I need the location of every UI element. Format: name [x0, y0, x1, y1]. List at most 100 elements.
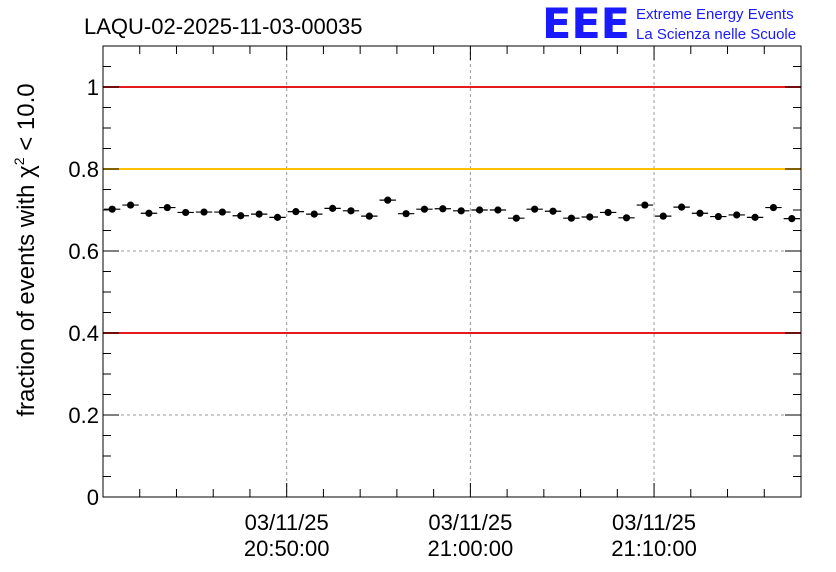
marker-12 — [329, 204, 337, 212]
marker-15 — [384, 196, 392, 204]
data-point-26 — [581, 213, 598, 221]
marker-16 — [402, 210, 410, 218]
data-point-24 — [544, 207, 562, 215]
chart-title: LAQU-02-2025-11-03-00035 — [84, 14, 362, 39]
marker-0 — [108, 205, 116, 213]
data-point-32 — [691, 209, 709, 217]
data-point-11 — [306, 210, 323, 218]
data-point-15 — [379, 196, 396, 204]
logo-eee-text: EEE — [542, 0, 630, 48]
x-tick-date-label-2: 03/11/25 — [612, 510, 696, 535]
data-point-33 — [710, 212, 727, 221]
y-tick-label-2: 0.4 — [68, 321, 99, 346]
data-point-18 — [434, 205, 451, 213]
marker-25 — [567, 214, 575, 222]
axes: 00.20.40.60.8103/11/2520:50:0003/11/2521… — [68, 46, 802, 561]
grid-lines — [103, 46, 801, 497]
y-axis-label: fraction of events with χ2 < 10.0 — [11, 83, 40, 416]
data-point-35 — [746, 213, 764, 221]
marker-10 — [292, 208, 300, 216]
marker-11 — [310, 210, 318, 218]
marker-30 — [659, 212, 667, 220]
marker-4 — [182, 208, 190, 217]
logo-line-1: Extreme Energy Events — [636, 6, 794, 23]
marker-31 — [678, 203, 686, 211]
data-point-37 — [783, 215, 800, 223]
y-tick-label-1: 0.2 — [68, 403, 99, 428]
y-tick-label-3: 0.6 — [68, 239, 99, 264]
data-point-23 — [526, 205, 543, 213]
x-tick-time-label-2: 21:10:00 — [611, 536, 697, 561]
x-tick-date-label-0: 03/11/25 — [245, 510, 329, 535]
data-point-36 — [765, 203, 782, 212]
marker-18 — [439, 205, 447, 213]
marker-23 — [531, 205, 539, 213]
data-point-16 — [397, 210, 415, 218]
marker-34 — [733, 211, 741, 219]
reference-lines — [103, 86, 801, 334]
marker-17 — [420, 205, 429, 213]
data-point-4 — [177, 208, 194, 217]
data-point-19 — [453, 207, 470, 215]
marker-3 — [163, 203, 171, 212]
marker-36 — [769, 203, 778, 212]
marker-1 — [126, 201, 135, 209]
marker-37 — [788, 215, 796, 223]
marker-33 — [714, 212, 722, 221]
data-point-29 — [636, 201, 654, 209]
data-point-28 — [618, 214, 635, 222]
marker-21 — [494, 206, 502, 214]
marker-8 — [255, 210, 263, 218]
y-tick-label-4: 0.8 — [68, 157, 99, 182]
marker-6 — [218, 208, 226, 216]
data-point-1 — [122, 201, 139, 209]
marker-5 — [200, 208, 208, 216]
data-point-10 — [287, 208, 305, 216]
data-points — [104, 196, 800, 223]
plot-frame — [102, 45, 802, 498]
data-point-21 — [489, 206, 507, 214]
data-point-30 — [655, 212, 672, 220]
data-point-25 — [563, 214, 580, 222]
data-point-2 — [140, 209, 158, 217]
marker-24 — [549, 207, 557, 215]
data-point-27 — [599, 208, 617, 217]
data-point-12 — [324, 204, 341, 212]
marker-35 — [751, 213, 759, 221]
data-point-13 — [342, 207, 360, 215]
data-point-9 — [269, 213, 286, 221]
x-tick-date-label-1: 03/11/25 — [428, 510, 512, 535]
data-point-5 — [195, 208, 213, 216]
y-tick-label-0: 0 — [87, 485, 99, 510]
marker-27 — [604, 208, 612, 217]
data-point-17 — [416, 205, 433, 213]
marker-14 — [365, 212, 373, 220]
data-point-14 — [361, 212, 378, 220]
marker-7 — [237, 212, 245, 220]
data-point-7 — [232, 212, 249, 220]
marker-22 — [512, 214, 520, 222]
marker-28 — [622, 214, 631, 222]
data-point-6 — [214, 208, 231, 216]
data-point-3 — [159, 203, 176, 212]
data-point-31 — [673, 203, 690, 211]
marker-26 — [586, 213, 594, 221]
marker-13 — [347, 207, 355, 215]
marker-2 — [145, 209, 153, 217]
data-point-8 — [250, 210, 268, 218]
marker-20 — [475, 206, 484, 214]
x-tick-time-label-1: 21:00:00 — [428, 536, 514, 561]
marker-9 — [273, 213, 282, 221]
marker-32 — [696, 209, 704, 217]
eee-logo: EEE Extreme Energy Events La Scienza nel… — [542, 0, 796, 48]
data-point-22 — [508, 214, 525, 222]
x-tick-time-label-0: 20:50:00 — [244, 536, 330, 561]
data-point-20 — [471, 206, 488, 214]
data-point-34 — [728, 211, 745, 219]
y-tick-label-5: 1 — [87, 75, 99, 100]
marker-19 — [457, 207, 465, 215]
marker-29 — [641, 201, 649, 209]
data-point-0 — [104, 205, 121, 213]
logo-line-2: La Scienza nelle Scuole — [636, 26, 796, 43]
